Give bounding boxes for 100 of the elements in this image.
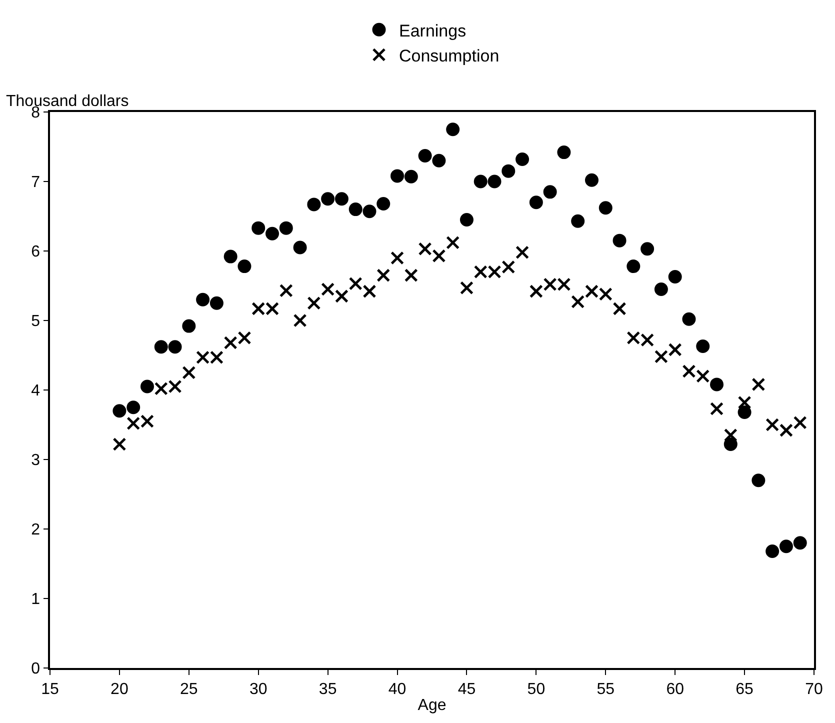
point (224, 336, 238, 350)
point (640, 242, 654, 256)
point (252, 221, 266, 235)
point (266, 226, 279, 240)
point (598, 201, 612, 215)
point (752, 474, 766, 488)
point (348, 202, 362, 216)
point (738, 396, 752, 410)
point (696, 369, 710, 383)
point (154, 340, 168, 354)
point (724, 428, 738, 442)
point (710, 378, 724, 392)
point (334, 192, 348, 206)
point (126, 400, 140, 414)
point (571, 294, 585, 308)
point (293, 314, 307, 328)
point (362, 204, 376, 218)
x-tick-label: 25 (180, 680, 198, 698)
x-tick-label: 55 (596, 680, 615, 698)
y-tick-label: 6 (31, 244, 40, 261)
x-tick-label: 35 (318, 680, 337, 698)
point (682, 312, 696, 326)
y-tick-label: 3 (31, 452, 40, 470)
point (432, 249, 446, 263)
legend-label: Earnings (399, 21, 466, 40)
point (418, 149, 432, 163)
point (279, 221, 293, 235)
point (348, 276, 362, 290)
point (182, 366, 196, 380)
point (766, 418, 780, 432)
point (446, 236, 460, 250)
point (182, 319, 196, 333)
point (404, 170, 418, 184)
point (307, 198, 321, 212)
point (557, 146, 571, 160)
point (668, 342, 682, 356)
legend-label: Consumption (399, 46, 500, 66)
point (307, 296, 321, 310)
point (738, 405, 752, 419)
point (529, 196, 543, 210)
point (626, 260, 640, 274)
point (710, 402, 724, 416)
point (779, 540, 793, 554)
point (112, 404, 126, 418)
x-tick-label: 20 (110, 680, 128, 698)
point (321, 282, 335, 296)
point (654, 350, 668, 364)
x-tick-label: 15 (41, 680, 59, 698)
point (682, 364, 696, 378)
point (210, 296, 224, 310)
y-tick-label: 1 (31, 591, 40, 608)
point (668, 270, 682, 284)
point (724, 437, 738, 451)
point (362, 284, 376, 298)
point (529, 284, 543, 298)
point (404, 268, 418, 282)
point (488, 174, 502, 188)
point (390, 251, 404, 265)
point (766, 544, 780, 558)
point (168, 340, 182, 354)
y-tick-label: 4 (31, 382, 40, 400)
y-tick-label: 2 (31, 522, 40, 539)
point (543, 185, 557, 199)
point (112, 437, 126, 451)
point (279, 284, 293, 298)
x-tick-label: 45 (458, 680, 476, 698)
point (293, 240, 307, 254)
x-tick-label: 60 (666, 680, 684, 698)
point (571, 214, 585, 228)
x-tick-label: 30 (249, 680, 268, 698)
point (446, 122, 460, 136)
point (779, 424, 793, 438)
point (502, 260, 516, 274)
point (321, 192, 335, 206)
point (460, 212, 474, 226)
point (224, 250, 238, 264)
y-tick-label: 5 (31, 313, 40, 330)
x-tick-label: 70 (805, 680, 823, 698)
point (376, 268, 390, 282)
point (140, 380, 154, 394)
point (460, 281, 474, 295)
point (390, 169, 404, 183)
point (654, 282, 668, 296)
point (474, 174, 488, 188)
y-tick-label: 0 (31, 660, 40, 678)
point (793, 536, 807, 550)
point (502, 164, 516, 178)
point (696, 339, 710, 353)
point (612, 234, 626, 248)
point (585, 173, 598, 187)
point (612, 302, 626, 316)
point (196, 292, 210, 306)
point (516, 152, 530, 166)
x-tick-label: 65 (736, 680, 754, 698)
x-axis-title: Age (418, 697, 446, 714)
point (793, 416, 807, 430)
point (238, 331, 252, 345)
point (432, 154, 446, 168)
x-tick-label: 50 (527, 680, 546, 698)
x-tick-label: 40 (388, 680, 406, 698)
